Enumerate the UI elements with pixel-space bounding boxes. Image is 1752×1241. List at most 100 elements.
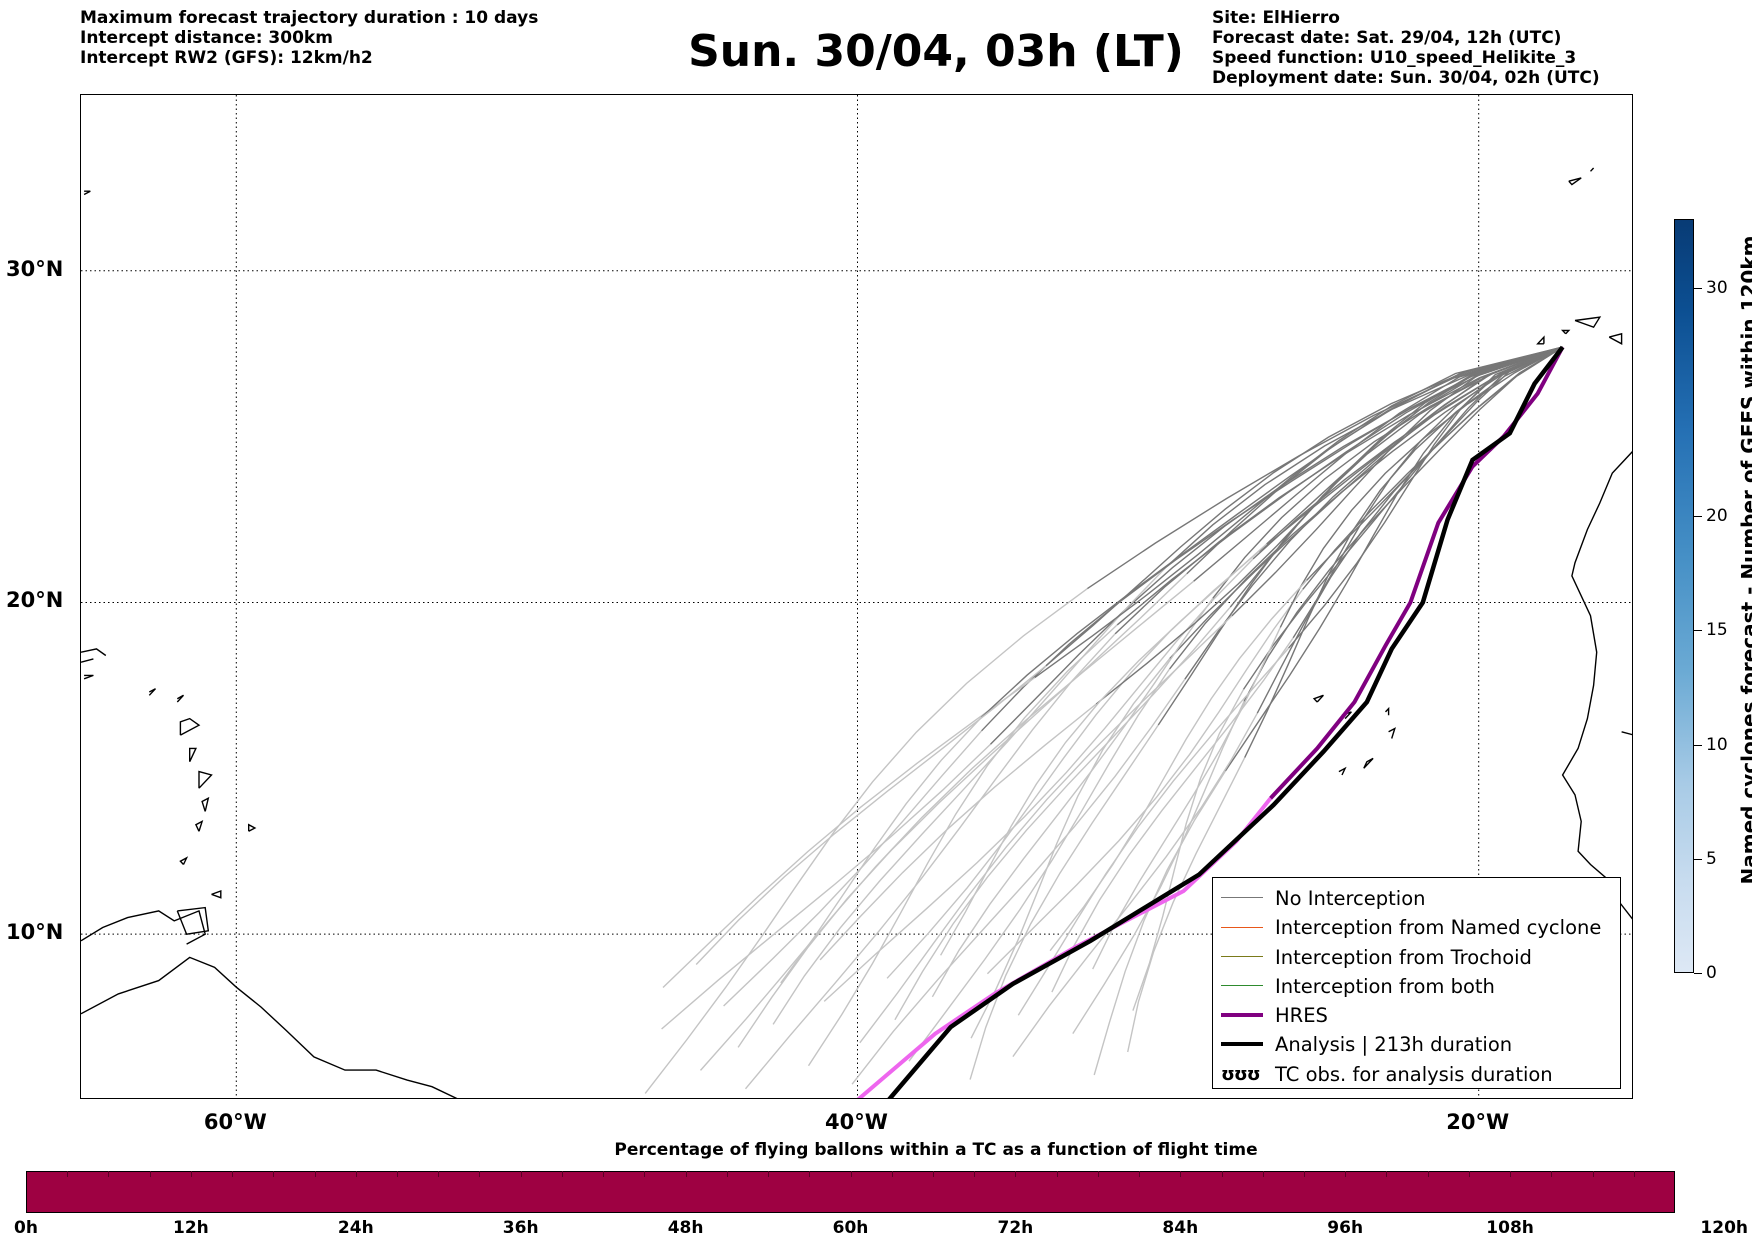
hres-trajectory-late <box>856 796 1273 1098</box>
ensemble-trajectory-late <box>1092 627 1281 970</box>
colorbar-minor-tick <box>685 1171 687 1177</box>
ensemble-trajectories <box>644 346 1563 1094</box>
legend-label: Interception from Trochoid <box>1275 945 1532 969</box>
coastline-segment <box>179 717 201 736</box>
coastline-segment <box>81 909 207 945</box>
legend-label: TC obs. for analysis duration <box>1275 1062 1553 1086</box>
legend-swatch <box>1221 985 1263 987</box>
ensemble-trajectory <box>1279 346 1563 628</box>
ensemble-trajectory-late <box>1127 757 1246 1053</box>
ensemble-trajectory <box>1244 346 1563 758</box>
lon-tick-label: 20°W <box>1446 1110 1510 1134</box>
ensemble-trajectory <box>1045 346 1563 667</box>
coastline-segment <box>176 906 210 935</box>
lon-tick-label: 60°W <box>203 1110 267 1134</box>
colorbar-tick-label: 24h <box>337 1218 374 1238</box>
colorbar-tick-label: 120h <box>1700 1218 1748 1238</box>
ensemble-trajectory <box>1193 346 1563 582</box>
page-title: Sun. 30/04, 03h (LT) <box>688 26 1184 77</box>
lat-tick-label: 20°N <box>6 588 64 613</box>
colorbar-tick-label: 12h <box>173 1218 209 1238</box>
colorbar-minor-tick <box>974 1171 976 1177</box>
legend-item: Interception from Trochoid <box>1213 943 1620 972</box>
colorbar-minor-tick <box>891 1171 893 1177</box>
coastline-segment <box>1363 757 1374 769</box>
analysis-trajectory <box>887 345 1565 1098</box>
map-panel[interactable]: No Interception Interception from Named c… <box>80 94 1633 1099</box>
ensemble-trajectory <box>1242 346 1563 690</box>
ensemble-trajectory <box>1095 346 1563 705</box>
colorbar-minor-tick <box>190 1171 192 1177</box>
ensemble-trajectory-late <box>1017 647 1290 1016</box>
colorbar-tick-label: 30 <box>1706 277 1728 298</box>
colorbar-minor-tick <box>1180 1171 1182 1177</box>
ensemble-trajectory-late <box>894 606 1231 1021</box>
flight-time-colorbar <box>26 1171 1675 1213</box>
legend-label: Analysis | 213h duration <box>1275 1033 1513 1057</box>
colorbar-tick-label: 36h <box>502 1218 539 1238</box>
ensemble-trajectory-late <box>661 743 991 1030</box>
colorbar-tick-label: 5 <box>1706 848 1717 869</box>
colorbar-minor-tick <box>644 1171 646 1177</box>
colorbar-tick <box>1694 630 1702 632</box>
colorbar-minor-tick <box>1221 1171 1223 1177</box>
legend-label: HRES <box>1275 1004 1328 1028</box>
colorbar-minor-tick <box>932 1171 934 1177</box>
flight-time-colorbar-title: Percentage of flying ballons within a TC… <box>614 1140 1258 1160</box>
ensemble-trajectory-late <box>859 615 1233 1044</box>
colorbar-tick <box>1694 287 1702 289</box>
coastline-segment <box>81 658 94 663</box>
colorbar-tick <box>1694 516 1702 518</box>
colorbar-tick-label: 48h <box>667 1218 704 1238</box>
coastline-segment <box>247 823 257 832</box>
cyclone-colorbar-title: Named cyclones forecast - Number of GEFS… <box>1737 235 1752 885</box>
colorbar-tick-label: 84h <box>1162 1218 1199 1238</box>
colorbar-minor-tick <box>603 1171 605 1177</box>
cyclone-colorbar <box>1674 219 1694 973</box>
legend-label: Interception from Named cyclone <box>1275 916 1602 940</box>
ensemble-trajectory-late <box>699 580 1195 1071</box>
legend-item-tc-obs: ʊʊʊ TC obs. for analysis duration <box>1213 1060 1620 1089</box>
coastline-segment <box>211 889 222 899</box>
colorbar-tick <box>1694 973 1702 974</box>
colorbar-minor-tick <box>1015 1171 1017 1177</box>
intercept-rw2-text: Intercept RW2 (GFS): 12km/h2 <box>80 48 373 68</box>
colorbar-minor-tick <box>1303 1171 1305 1177</box>
coastlines <box>81 167 1632 1098</box>
coastline-segment <box>1608 332 1623 345</box>
coastline-segment <box>198 770 213 789</box>
coastline-segment <box>1560 329 1571 335</box>
ensemble-trajectory-late <box>931 597 1214 998</box>
map-canvas[interactable] <box>81 95 1633 1099</box>
colorbar-minor-tick <box>520 1171 522 1177</box>
ensemble-trajectory-late <box>772 565 1168 1025</box>
colorbar-tick-label: 10 <box>1706 734 1728 755</box>
legend-label: Interception from both <box>1275 974 1495 998</box>
colorbar-minor-tick <box>1633 1171 1635 1177</box>
header-left: Maximum forecast trajectory duration : 1… <box>80 8 538 68</box>
coastline-segment <box>1589 167 1595 172</box>
ensemble-trajectory-late <box>1012 712 1258 1058</box>
coastline-segment <box>176 694 185 703</box>
colorbar-minor-tick <box>1468 1171 1470 1177</box>
ensemble-trajectory-late <box>969 724 1159 1080</box>
ensemble-trajectory <box>1212 346 1563 599</box>
coastline-segment <box>81 956 458 1098</box>
legend-label: No Interception <box>1275 887 1426 910</box>
colorbar-minor-tick <box>1262 1171 1264 1177</box>
coastline-segment <box>1536 335 1545 345</box>
coastline-segment <box>83 674 94 680</box>
ensemble-trajectory-late <box>939 543 1268 956</box>
colorbar-minor-tick <box>1551 1171 1553 1177</box>
ensemble-trajectory-late <box>819 703 1097 961</box>
legend-swatch <box>1221 1042 1263 1047</box>
ensemble-trajectory <box>1166 346 1563 567</box>
coastline-segment <box>148 688 157 696</box>
colorbar-minor-tick <box>438 1171 440 1177</box>
colorbar-minor-tick <box>726 1171 728 1177</box>
ensemble-trajectory <box>1231 346 1563 617</box>
ensemble-trajectory <box>1258 346 1563 552</box>
ensemble-trajectory <box>1169 346 1563 659</box>
coastline-segment <box>1312 694 1324 703</box>
legend-swatch <box>1221 897 1263 899</box>
